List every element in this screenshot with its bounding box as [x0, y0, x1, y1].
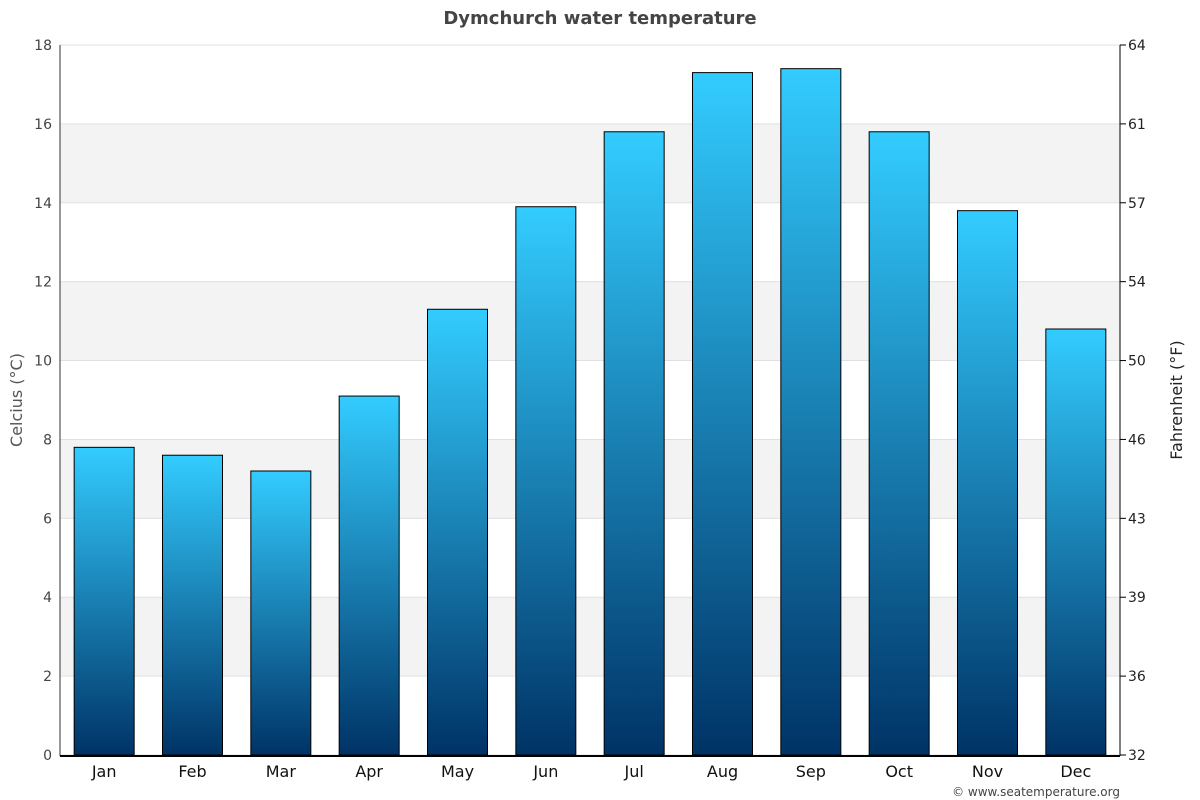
y-tick-label-right: 39 — [1128, 590, 1146, 606]
y-tick-label-left: 0 — [43, 748, 52, 764]
x-tick-label: Nov — [972, 762, 1003, 781]
y-tick-label-left: 16 — [34, 117, 52, 133]
bar-mar[interactable] — [250, 470, 312, 756]
footer-credit: © www.seatemperature.org — [952, 785, 1120, 799]
x-tick-label: Aug — [707, 762, 738, 781]
grid-band — [60, 281, 1120, 361]
y-tick-label-left: 6 — [43, 511, 52, 527]
bar-may[interactable] — [427, 308, 488, 756]
y-tick-label-left: 18 — [34, 38, 52, 54]
y-tick-label-right: 43 — [1128, 511, 1146, 527]
x-tick-label: Feb — [178, 762, 206, 781]
y-tick-label-left: 12 — [34, 275, 52, 291]
y-tick-label-right: 64 — [1128, 38, 1146, 54]
bar-aug[interactable] — [692, 72, 753, 756]
bar-apr[interactable] — [338, 395, 400, 756]
y-tick-label-left: 10 — [34, 354, 52, 370]
y-tick-label-right: 36 — [1128, 669, 1146, 685]
x-tick-label: Dec — [1060, 762, 1091, 781]
y-tick-label-left: 8 — [43, 432, 52, 448]
y-tick-label-right: 61 — [1128, 117, 1146, 133]
bar-feb[interactable] — [162, 454, 223, 756]
bar-nov[interactable] — [957, 210, 1018, 756]
y-axis-label-right: Fahrenheit (°F) — [1167, 340, 1186, 459]
bar-jul[interactable] — [603, 131, 665, 756]
bar-sep[interactable] — [780, 68, 842, 756]
x-tick-label: Sep — [796, 762, 826, 781]
grid-band — [60, 597, 1120, 677]
grid-band — [60, 123, 1120, 203]
x-tick-label: Jan — [91, 762, 117, 781]
bar-oct[interactable] — [868, 131, 930, 756]
y-tick-label-left: 2 — [43, 669, 52, 685]
x-tick-label: Apr — [355, 762, 383, 781]
chart-title: Dymchurch water temperature — [443, 8, 756, 29]
y-tick-label-right: 46 — [1128, 432, 1146, 448]
x-tick-label: Jul — [624, 762, 644, 781]
x-tick-label: Oct — [885, 762, 913, 781]
y-tick-label-left: 4 — [43, 590, 52, 606]
bar-dec[interactable] — [1045, 328, 1107, 756]
grid-band — [60, 439, 1120, 519]
y-axis-label-left: Celcius (°C) — [7, 353, 26, 447]
y-tick-label-right: 54 — [1128, 275, 1146, 291]
y-tick-label-right: 32 — [1128, 748, 1146, 764]
x-tick-label: Mar — [266, 762, 297, 781]
x-tick-label: Jun — [532, 762, 558, 781]
y-tick-label-left: 14 — [34, 196, 52, 212]
bar-jan[interactable] — [73, 446, 135, 756]
bar-jun[interactable] — [515, 206, 577, 756]
y-tick-label-right: 57 — [1128, 196, 1146, 212]
x-tick-label: May — [441, 762, 474, 781]
y-tick-label-right: 50 — [1128, 354, 1146, 370]
